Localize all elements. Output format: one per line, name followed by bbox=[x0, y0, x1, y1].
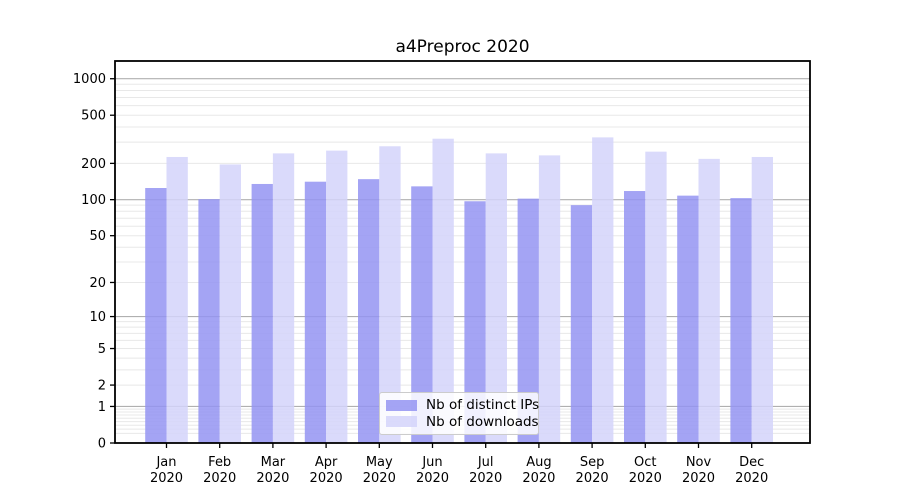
bar-distinct-ips-jun bbox=[411, 186, 433, 443]
bar-downloads-mar bbox=[272, 153, 295, 443]
x-tick-label-month: Apr bbox=[315, 455, 338, 470]
bar-distinct-ips-mar bbox=[251, 183, 273, 443]
bar-distinct-ips-jul bbox=[464, 201, 486, 443]
x-tick-label-month: Feb bbox=[208, 455, 231, 470]
y-tick-label: 20 bbox=[89, 276, 106, 291]
legend-swatch-downloads-icon bbox=[386, 416, 417, 428]
bar-distinct-ips-feb bbox=[198, 199, 220, 443]
y-tick-label: 50 bbox=[89, 229, 106, 244]
y-tick-label: 2 bbox=[98, 379, 106, 394]
bar-downloads-feb bbox=[219, 164, 241, 443]
legend-label-downloads: Nb of downloads bbox=[426, 413, 539, 430]
legend-swatch-distinct-ips-icon bbox=[386, 399, 417, 411]
bar-distinct-ips-may bbox=[358, 179, 380, 443]
legend: Nb of distinct IPs Nb of downloads bbox=[379, 392, 539, 435]
legend-row-distinct-ips: Nb of distinct IPs bbox=[386, 397, 539, 413]
bar-downloads-oct bbox=[645, 151, 667, 443]
bar-downloads-jan bbox=[166, 156, 188, 444]
y-tick-label: 100 bbox=[81, 193, 106, 208]
bar-downloads-jul bbox=[485, 153, 507, 443]
bar-distinct-ips-jan bbox=[145, 188, 167, 443]
x-tick-label-year: 2020 bbox=[416, 471, 449, 486]
x-tick-label-year: 2020 bbox=[203, 471, 236, 486]
x-tick-label-month: Mar bbox=[261, 455, 286, 470]
bar-downloads-jun bbox=[432, 138, 454, 443]
x-tick-label-month: Nov bbox=[686, 455, 712, 470]
bar-downloads-aug bbox=[538, 155, 561, 443]
x-tick-label-year: 2020 bbox=[150, 471, 183, 486]
bar-distinct-ips-oct bbox=[624, 191, 646, 443]
bar-distinct-ips-nov bbox=[677, 195, 699, 443]
x-tick-label-year: 2020 bbox=[363, 471, 396, 486]
y-tick-label: 500 bbox=[81, 109, 106, 124]
x-tick-label-year: 2020 bbox=[576, 471, 609, 486]
bar-downloads-nov bbox=[698, 158, 720, 444]
y-tick-label: 10 bbox=[89, 310, 106, 325]
y-tick-label: 0 bbox=[98, 437, 106, 452]
bar-distinct-ips-apr bbox=[304, 181, 327, 443]
x-tick-label-year: 2020 bbox=[522, 471, 555, 486]
bar-downloads-apr bbox=[326, 150, 348, 444]
x-tick-label-month: May bbox=[366, 455, 393, 470]
bar-distinct-ips-sep bbox=[570, 205, 593, 443]
x-tick-label-year: 2020 bbox=[629, 471, 662, 486]
x-tick-label-year: 2020 bbox=[682, 471, 715, 486]
x-tick-label-year: 2020 bbox=[256, 471, 289, 486]
bar-distinct-ips-aug bbox=[517, 198, 539, 443]
x-tick-label-month: Oct bbox=[634, 455, 656, 470]
x-tick-label-year: 2020 bbox=[469, 471, 502, 486]
chart-title: a4Preproc 2020 bbox=[395, 37, 530, 57]
bar-distinct-ips-dec bbox=[730, 198, 752, 443]
y-tick-label: 1 bbox=[98, 400, 106, 415]
x-tick-label-year: 2020 bbox=[735, 471, 768, 486]
axes-spines bbox=[114, 60, 811, 444]
x-tick-label-month: Jan bbox=[155, 455, 176, 470]
legend-label-distinct-ips: Nb of distinct IPs bbox=[426, 397, 540, 414]
y-tick-label: 200 bbox=[81, 157, 106, 172]
bar-downloads-may bbox=[379, 146, 401, 443]
x-tick-label-year: 2020 bbox=[310, 471, 343, 486]
x-tick-label-month: Dec bbox=[739, 455, 764, 470]
y-tick-label: 5 bbox=[98, 342, 106, 357]
legend-row-downloads: Nb of downloads bbox=[386, 414, 539, 430]
x-tick-label-month: Jun bbox=[421, 455, 442, 470]
bar-downloads-dec bbox=[751, 156, 773, 444]
y-tick-label: 1000 bbox=[73, 72, 106, 87]
x-tick-label-month: Aug bbox=[526, 455, 551, 470]
bar-downloads-sep bbox=[592, 137, 614, 444]
x-tick-label-month: Sep bbox=[580, 455, 605, 470]
x-tick-label-month: Jul bbox=[477, 455, 494, 470]
